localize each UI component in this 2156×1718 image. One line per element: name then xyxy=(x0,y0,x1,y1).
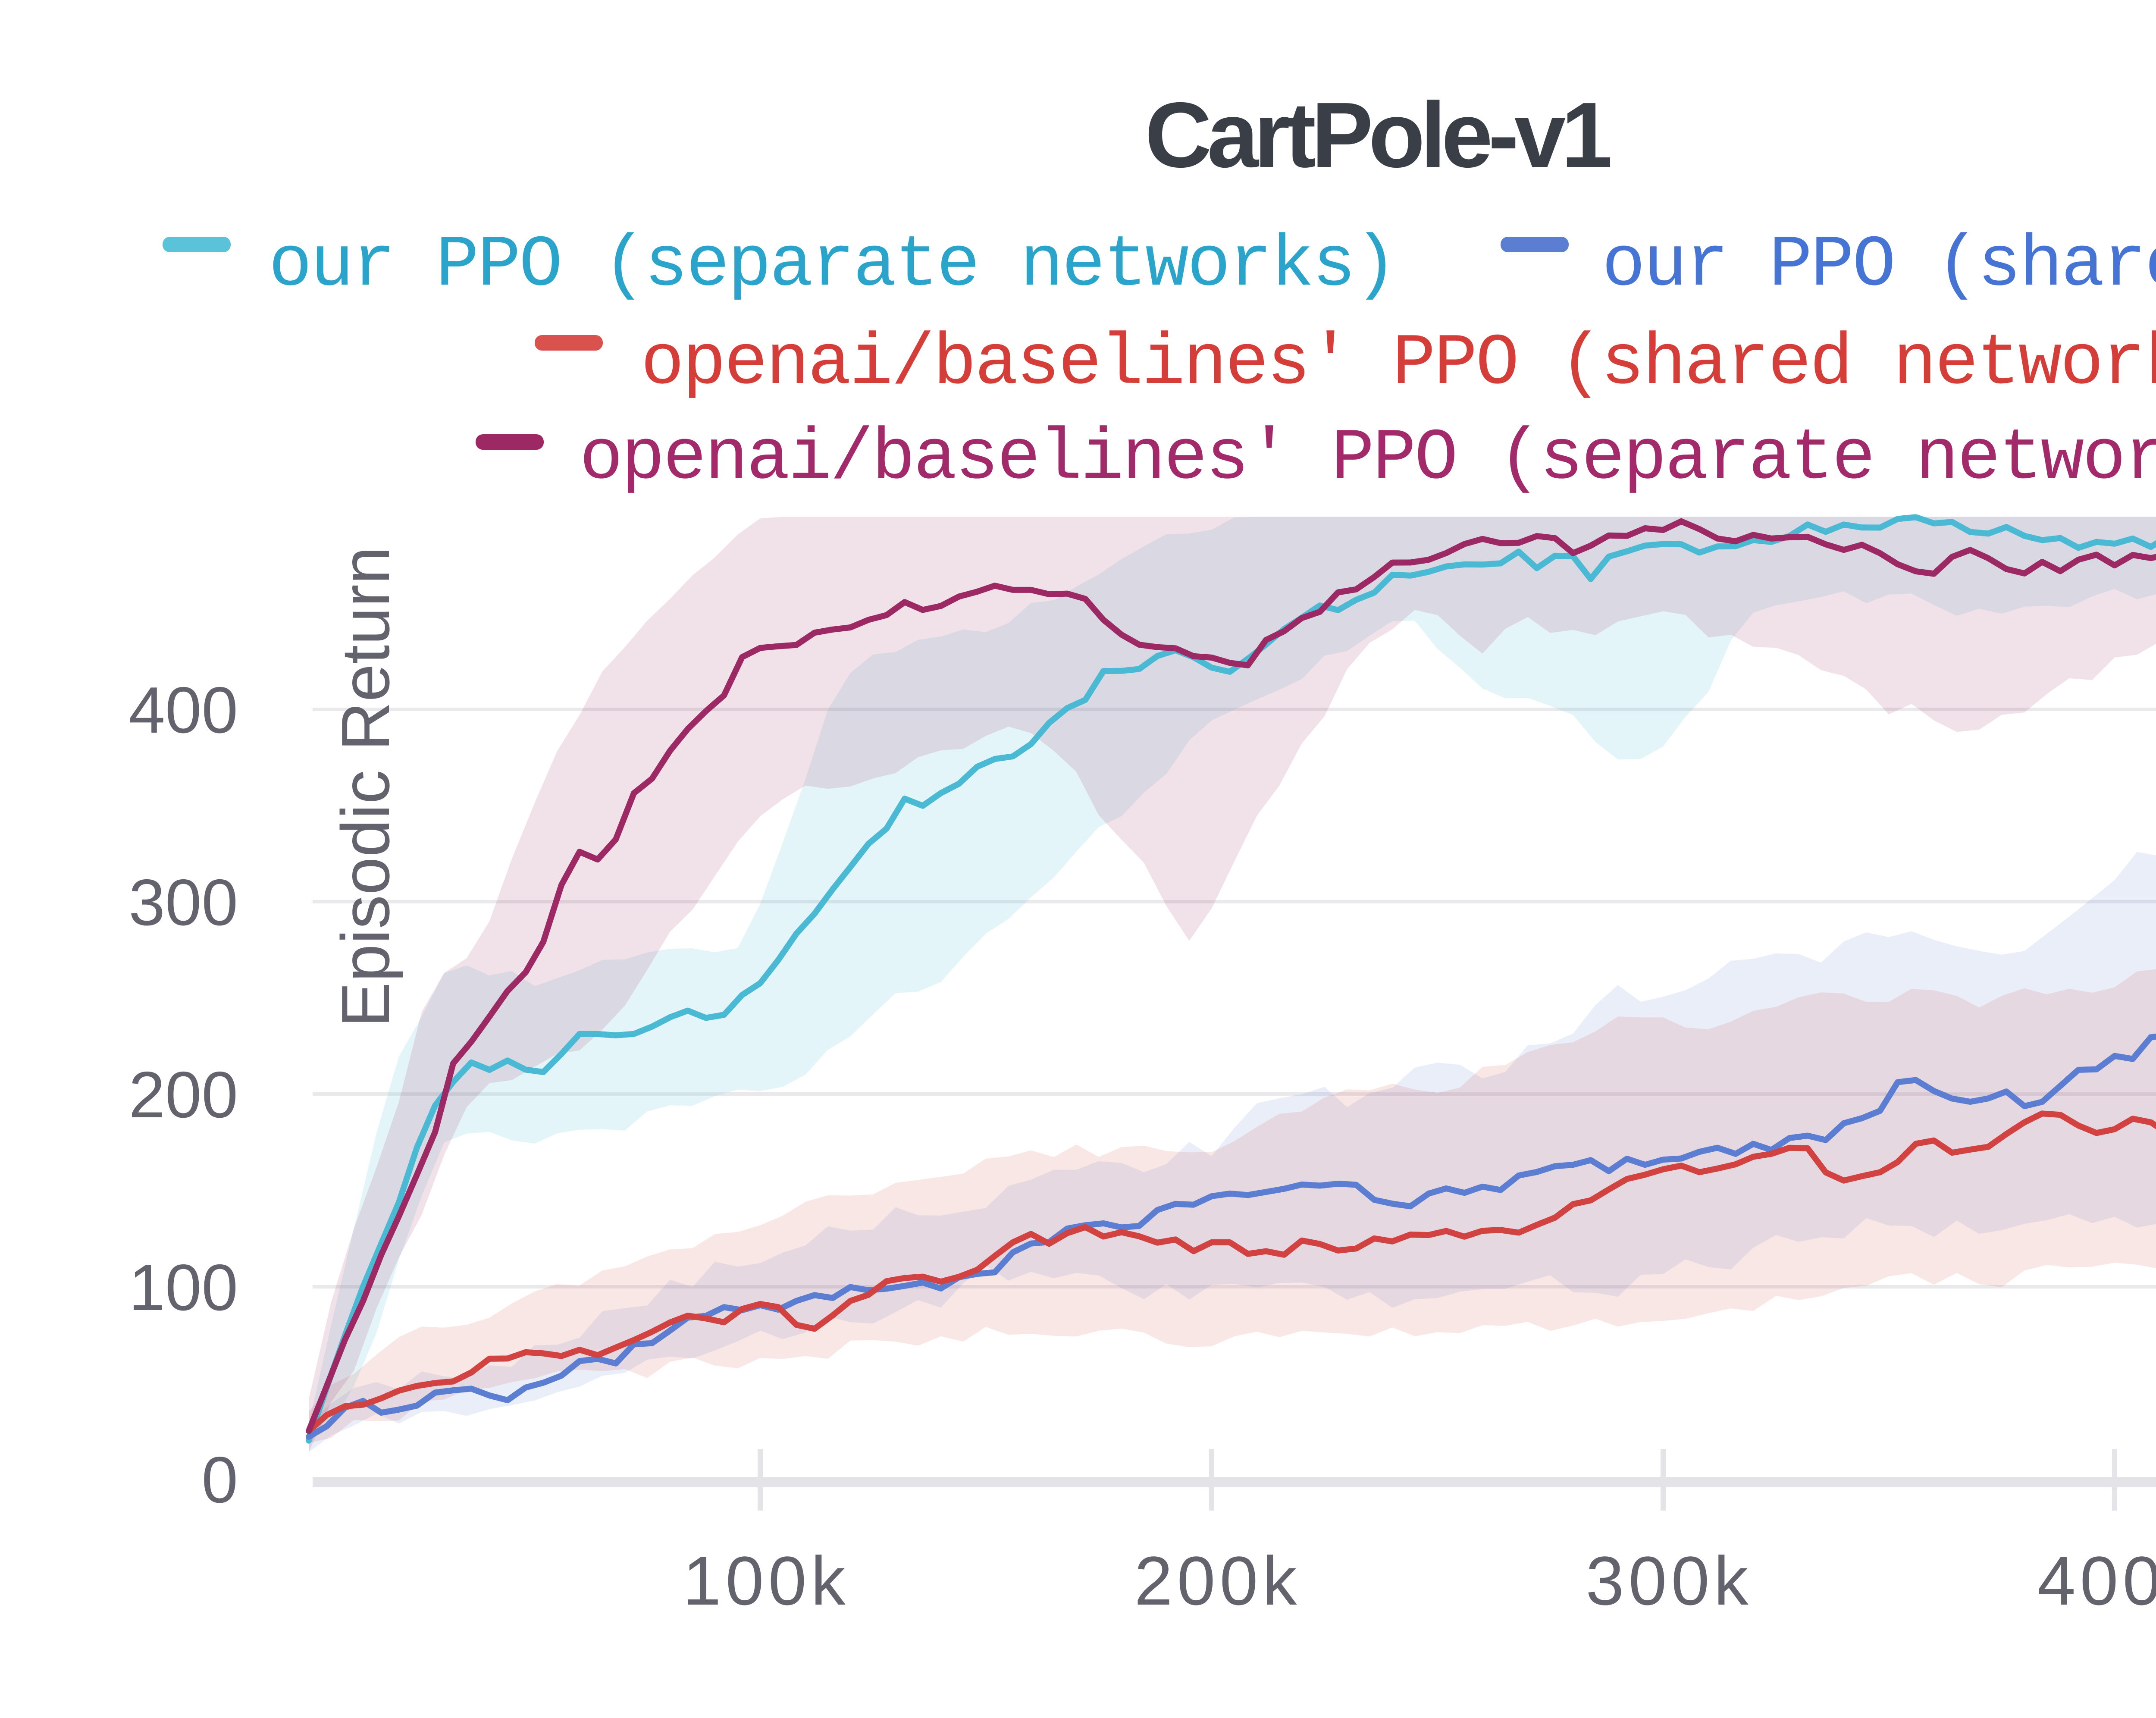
svg-text:400k: 400k xyxy=(2037,1542,2156,1619)
svg-text:Episodic Return: Episodic Return xyxy=(328,546,404,1027)
svg-text:400: 400 xyxy=(128,674,238,747)
svg-text:CartPole-v1: CartPole-v1 xyxy=(1145,83,1610,187)
svg-text:our PPO (separate networks): our PPO (separate networks) xyxy=(269,225,1396,307)
svg-text:our PPO (shared network): our PPO (shared network) xyxy=(1602,225,2156,307)
svg-text:200: 200 xyxy=(128,1058,238,1132)
svg-text:100: 100 xyxy=(128,1251,238,1324)
svg-text:openai/baselines' PPO (shared: openai/baselines' PPO (shared network) xyxy=(641,323,2156,405)
svg-text:200k: 200k xyxy=(1134,1542,1301,1619)
svg-text:300k: 300k xyxy=(1586,1542,1753,1619)
svg-text:openai/baselines' PPO (separat: openai/baselines' PPO (separate networks… xyxy=(580,418,2156,500)
svg-text:300: 300 xyxy=(128,866,238,939)
svg-text:0: 0 xyxy=(201,1443,238,1517)
svg-text:100k: 100k xyxy=(683,1542,850,1619)
